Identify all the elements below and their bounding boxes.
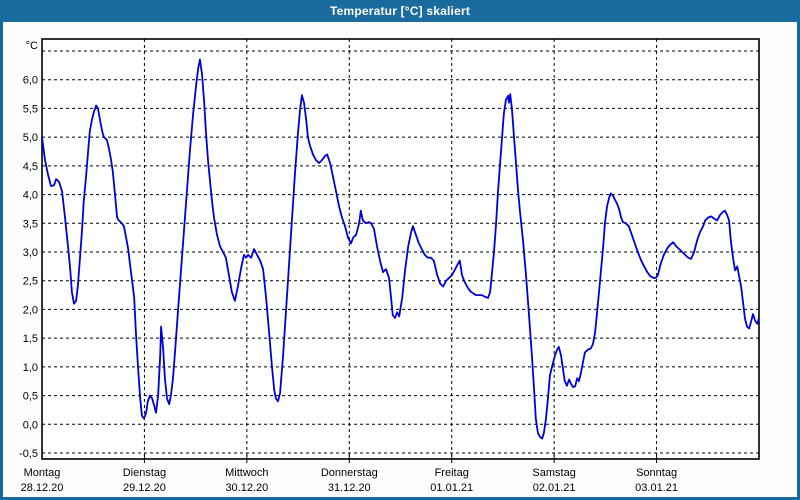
- y-tick-label: 2,5: [23, 276, 38, 288]
- x-date-label: 31.12.20: [328, 482, 371, 494]
- y-tick-label: 5,0: [23, 132, 38, 144]
- x-date-label: 28.12.20: [21, 482, 64, 494]
- temperature-chart: 6,0 5,5 5,0 4,5 4,0 3,5 3,0 2,5 2,0 1,5 1,0 0,5 0,0 -…: [19, 38, 760, 494]
- plot-border: [41, 38, 760, 460]
- chart-area: 6,0 5,5 5,0 4,5 4,0 3,5 3,0 2,5 2,0 1,5 1,0 0,5 0,0 -…: [3, 22, 797, 497]
- x-day-label: Freitag: [435, 467, 469, 479]
- x-day-label: Montag: [24, 467, 61, 479]
- title-bar[interactable]: Temperatur [°C] skaliert: [3, 3, 797, 22]
- y-tick-label: 3,5: [23, 218, 38, 230]
- y-tick-label: -0,5: [19, 448, 38, 460]
- x-day-label: Donnerstag: [321, 467, 378, 479]
- y-tick-label: 4,0: [23, 190, 38, 202]
- y-tick-label: 1,0: [23, 362, 38, 374]
- x-date-label: 03.01.21: [635, 482, 678, 494]
- y-unit-label: °C: [26, 40, 38, 52]
- x-date-label: 30.12.20: [225, 482, 268, 494]
- y-tick-label: 2,0: [23, 304, 38, 316]
- y-tick-label: 3,0: [23, 247, 38, 259]
- y-tick-label: 5,5: [23, 103, 38, 115]
- x-day-label: Mittwoch: [225, 467, 268, 479]
- y-tick-label: 1,5: [23, 333, 38, 345]
- x-day-label: Samstag: [532, 467, 575, 479]
- y-tick-label: 0,0: [23, 419, 38, 431]
- y-tick-label: 4,5: [23, 161, 38, 173]
- y-tick-label: 6,0: [23, 75, 38, 87]
- x-date-label: 02.01.21: [533, 482, 576, 494]
- x-date-label: 01.01.21: [430, 482, 473, 494]
- y-tick-label: 0,5: [23, 391, 38, 403]
- window-title: Temperatur [°C] skaliert: [329, 4, 471, 18]
- x-day-label: Sonntag: [636, 467, 677, 479]
- x-date-label: 29.12.20: [123, 482, 166, 494]
- x-day-label: Dienstag: [123, 467, 166, 479]
- temperature-line: [41, 58, 760, 440]
